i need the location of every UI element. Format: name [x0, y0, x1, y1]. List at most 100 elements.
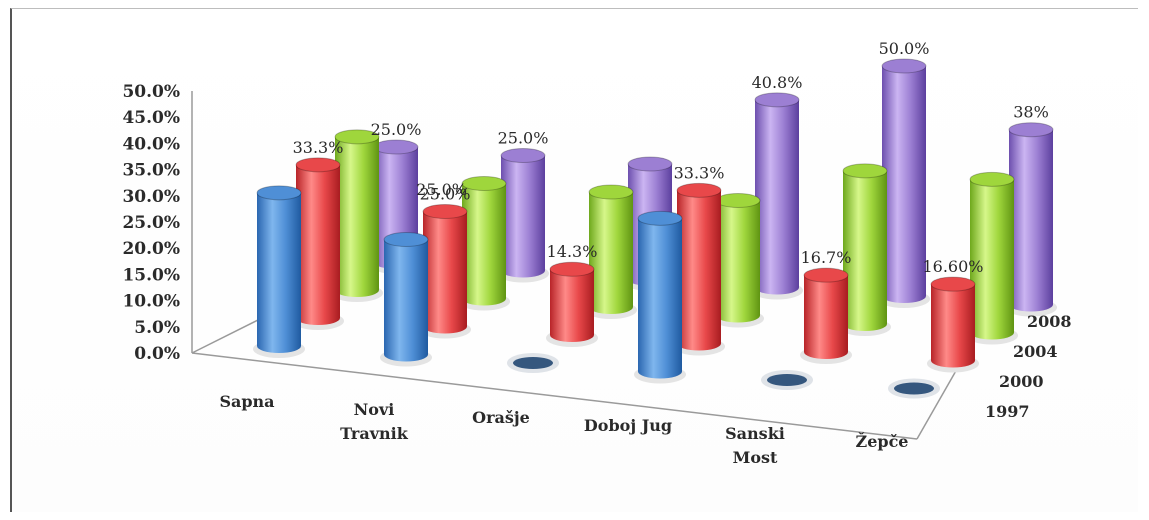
- bar-top: [1008, 122, 1054, 138]
- bar-1997-orašje: [507, 353, 559, 373]
- bar-body: [970, 179, 1014, 340]
- data-label: 25.0%: [416, 180, 467, 199]
- y-tick-label: 10.0%: [122, 292, 180, 312]
- bar-body: [384, 239, 428, 362]
- bar-2004-orašje: [585, 184, 637, 319]
- category-label: Doboj Jug: [584, 416, 672, 435]
- bar-1997-sapna: [253, 185, 305, 358]
- series-axis-label: 2000: [999, 372, 1044, 391]
- bar-2000-sapna: [292, 157, 344, 330]
- category-label: Žepče: [856, 431, 909, 451]
- bar-2008-doboj-jug: [751, 92, 803, 300]
- data-label: 16.7%: [801, 248, 852, 267]
- y-tick-label: 0.0%: [134, 344, 180, 364]
- bar-body: [1009, 129, 1053, 312]
- bar-2004-sanski-most: [839, 163, 891, 336]
- bar-body: [638, 218, 682, 379]
- bar-2004-doboj-jug: [712, 193, 764, 328]
- bar-body: [501, 155, 545, 278]
- data-label: 40.8%: [752, 73, 803, 92]
- data-label: 33.3%: [674, 163, 725, 182]
- bar-body: [677, 190, 721, 351]
- bar-top: [803, 267, 849, 283]
- bar-2004-žepče: [966, 171, 1018, 345]
- y-tick-label: 45.0%: [122, 108, 180, 128]
- bar-body: [716, 200, 760, 323]
- category-label: Sanski Most: [725, 424, 785, 467]
- bar-body: [589, 192, 633, 314]
- bar-2008-novi-travnik: [497, 148, 549, 283]
- bar-2000-novi-travnik: [419, 204, 471, 339]
- empty-bar-base: [894, 382, 934, 395]
- y-tick-label: 20.0%: [122, 239, 180, 259]
- y-tick-label: 40.0%: [122, 134, 180, 154]
- category-label: Novi Travnik: [340, 400, 409, 443]
- series-axis-label: 1997: [985, 402, 1030, 421]
- category-label: Sapna: [219, 392, 274, 411]
- bar-2000-orašje: [546, 261, 598, 347]
- bar-body: [931, 284, 975, 368]
- category-label: Orašje: [472, 408, 530, 427]
- bar-top: [676, 182, 722, 198]
- bar-top: [754, 92, 800, 108]
- bar-1997-doboj-jug: [634, 210, 686, 384]
- bars-layer: [253, 58, 1057, 399]
- series-axis-labels: 2008 2004 2000 1997: [985, 312, 1072, 421]
- bar-top: [422, 204, 468, 219]
- data-label: 16.60%: [922, 257, 983, 276]
- bar-body: [843, 170, 887, 331]
- bar-body: [755, 99, 799, 295]
- bar-2008-žepče: [1005, 122, 1057, 317]
- y-tick-label: 5.0%: [134, 318, 180, 338]
- empty-bar-base: [767, 374, 807, 386]
- data-label: 25.0%: [371, 120, 422, 139]
- bar-body: [257, 192, 301, 353]
- chart-svg: 0.0% 5.0% 10.0% 15.0% 20.0% 25.0% 30.0% 35.0% 40…: [122, 39, 1072, 467]
- bar-top: [881, 58, 927, 74]
- data-label: 33.3%: [293, 138, 344, 157]
- bar-2004-novi-travnik: [458, 176, 510, 311]
- data-label: 25.0%: [420, 185, 471, 204]
- bar-top: [549, 261, 595, 277]
- bar-body: [882, 66, 926, 303]
- bar-top: [627, 156, 673, 172]
- chart-frame: 0.0% 5.0% 10.0% 15.0% 20.0% 25.0% 30.0% 35.0% 40…: [10, 8, 1138, 512]
- series-axis-label: 2008: [1027, 312, 1072, 331]
- bar-body: [804, 275, 848, 359]
- bar-top: [461, 176, 507, 191]
- bar-2008-sanski-most: [878, 58, 930, 308]
- bar-top: [637, 210, 683, 226]
- y-tick-label: 30.0%: [122, 187, 180, 207]
- bar-1997-novi-travnik: [380, 232, 432, 367]
- bar-body: [296, 164, 340, 325]
- y-tick-label: 25.0%: [122, 213, 180, 233]
- bar-top: [295, 157, 341, 173]
- bar-body: [423, 211, 467, 334]
- y-tick-label: 35.0%: [122, 161, 180, 181]
- floor-front-edge: [191, 352, 918, 440]
- bar-top: [383, 232, 429, 247]
- bar-top: [842, 163, 888, 179]
- data-labels: 25.0% 25.0%40.8%50.0%38%33.3%25.0%14.3%33…: [293, 39, 1049, 276]
- bar-2000-sanski-most: [800, 267, 852, 364]
- bar-top: [969, 171, 1015, 187]
- category-labels: Sapna Novi Travnik Orašje Doboj Jug Sanski Mos…: [219, 392, 908, 467]
- bar-top: [588, 184, 634, 200]
- bar-1997-sanski-most: [761, 370, 813, 390]
- bar-2000-doboj-jug: [673, 182, 725, 356]
- bar-top: [256, 185, 302, 201]
- bar-2000-žepče: [927, 276, 979, 373]
- y-tick-label: 15.0%: [122, 265, 180, 285]
- series-axis-label: 2004: [1013, 342, 1058, 361]
- bar-1997-žepče: [888, 378, 940, 399]
- bar-body: [550, 269, 594, 342]
- y-tick-labels: 0.0% 5.0% 10.0% 15.0% 20.0% 25.0% 30.0% 35.0% 40…: [122, 82, 180, 364]
- bar-body: [462, 183, 506, 306]
- y-tick-label: 50.0%: [122, 82, 180, 102]
- bar-top: [715, 193, 761, 208]
- bar-2004-sapna: [331, 129, 383, 302]
- bar-body: [335, 136, 379, 297]
- data-label: 38%: [1013, 103, 1049, 122]
- data-label: 50.0%: [879, 39, 930, 58]
- bar-top: [500, 148, 546, 163]
